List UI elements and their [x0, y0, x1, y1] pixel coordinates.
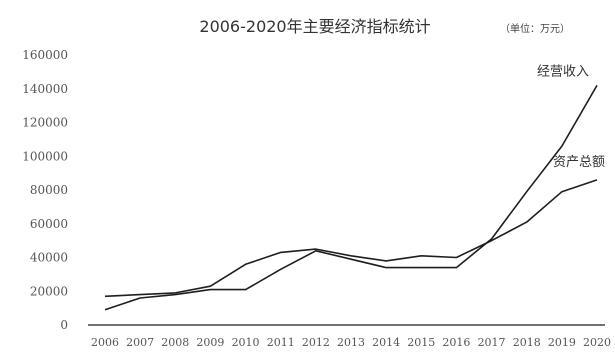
y-tick-label: 20000 [30, 284, 68, 298]
y-tick-label: 0 [60, 318, 68, 332]
x-tick-label: 2008 [161, 336, 189, 349]
x-tick-label: 2007 [126, 336, 154, 349]
chart-title: 2006-2020年主要经济指标统计 [199, 17, 430, 36]
y-tick-label: 60000 [30, 217, 68, 231]
y-axis-ticks: 0 20000 40000 60000 80000 100000 120000 140000 1… [22, 48, 68, 332]
x-tick-label: 2016 [442, 336, 470, 349]
y-tick-label: 140000 [22, 82, 68, 96]
y-tick-label: 160000 [22, 48, 68, 62]
y-tick-label: 80000 [30, 183, 68, 197]
series-lines [104, 84, 598, 311]
y-tick-label: 100000 [22, 149, 68, 163]
x-tick-label: 2014 [372, 336, 400, 349]
x-tick-label: 2010 [232, 336, 260, 349]
series-line-0 [104, 84, 598, 311]
unit-note: （单位：万元） [500, 22, 570, 35]
y-tick-label: 40000 [30, 251, 68, 265]
x-tick-label: 2013 [337, 336, 365, 349]
x-tick-label: 2020 [583, 336, 611, 349]
series-line-1 [104, 179, 598, 298]
x-tick-label: 2019 [548, 336, 576, 349]
y-tick-label: 120000 [22, 116, 68, 130]
series-label-0: 经营收入 [537, 64, 589, 79]
x-tick-label: 2018 [513, 336, 541, 349]
x-tick-label: 2015 [407, 336, 435, 349]
x-axis-ticks: 2006 2007 2008 2009 2010 2011 2012 2013 2014 2015… [91, 336, 611, 349]
x-tick-label: 2006 [91, 336, 119, 349]
x-tick-label: 2017 [478, 336, 506, 349]
x-tick-label: 2011 [267, 336, 295, 349]
x-tick-label: 2009 [196, 336, 224, 349]
x-tick-label: 2012 [302, 336, 330, 349]
series-label-1: 资产总额 [553, 155, 605, 170]
